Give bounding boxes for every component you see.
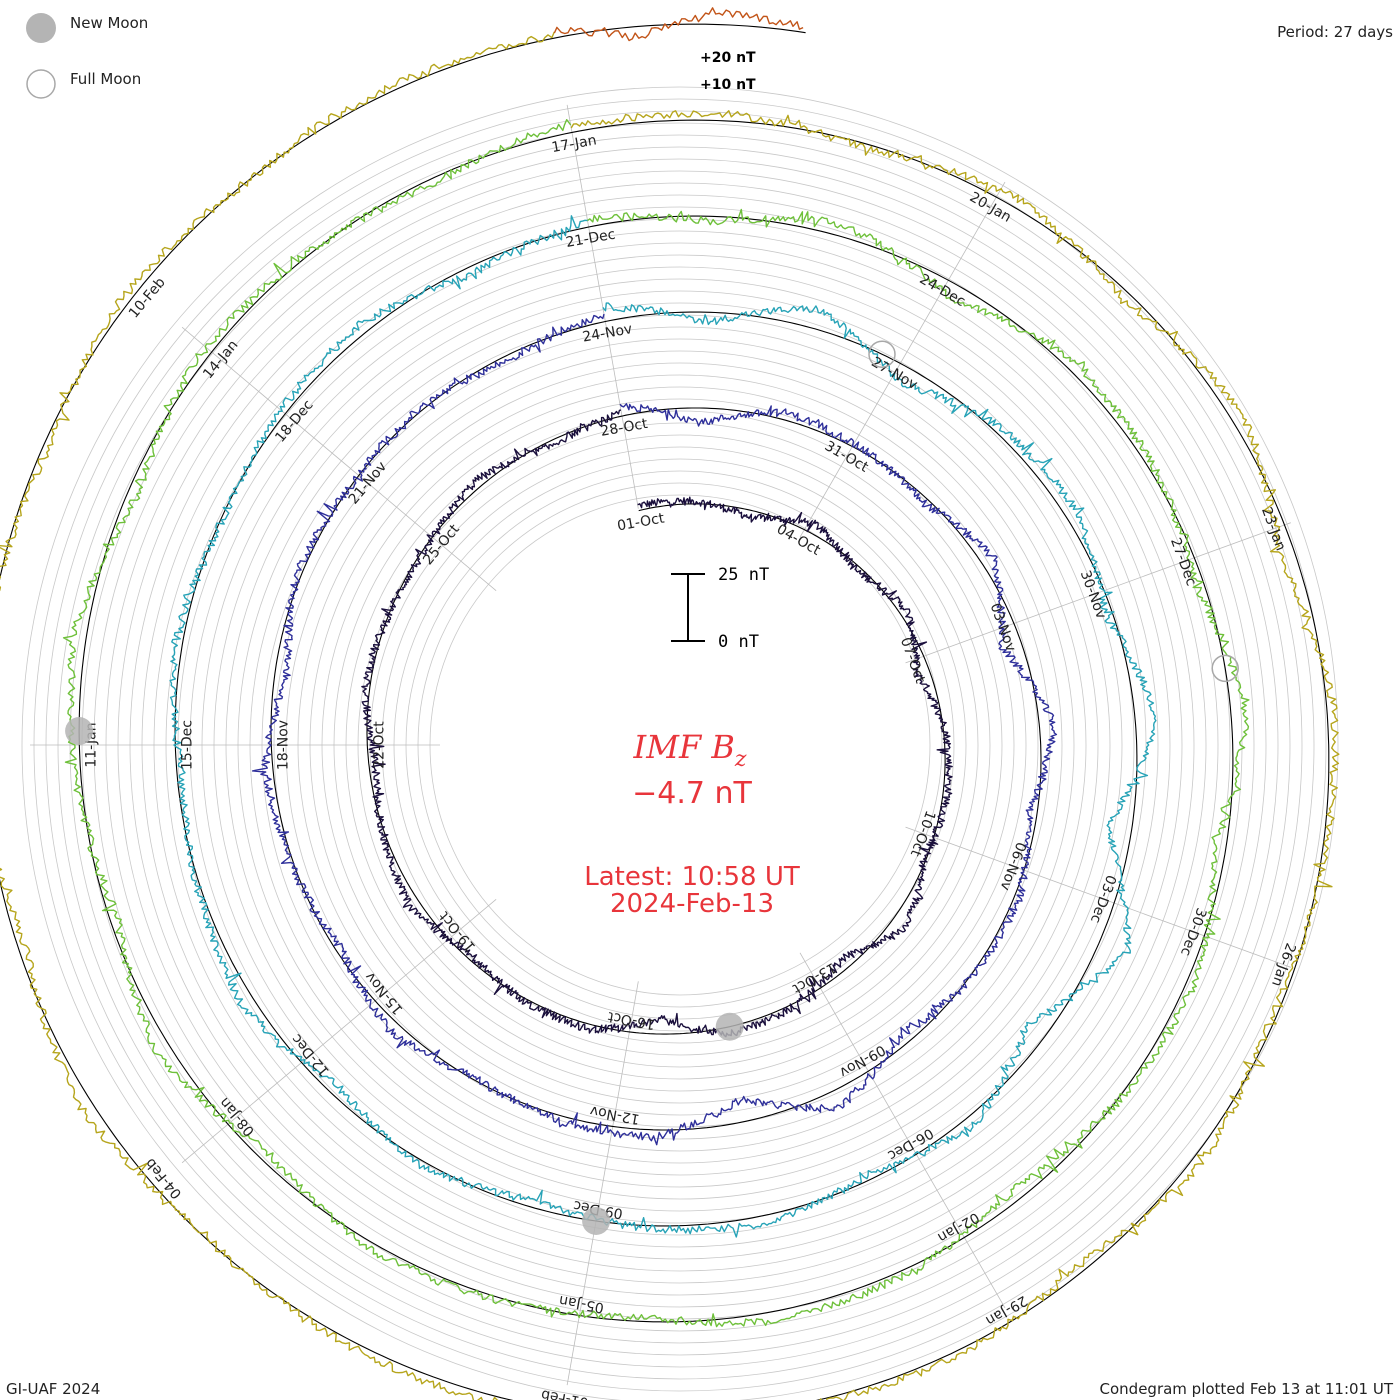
day-spoke [181,898,497,1164]
day-spoke [905,522,1291,664]
date-label: 20-Jan [967,189,1014,225]
trace-rotation-3 [169,215,1157,1238]
trace-rotation-2 [251,313,1058,1146]
date-label: 15-Dec [179,720,195,770]
trace-rotation-5 [0,31,1340,1400]
bz-traces [0,7,1340,1400]
full-moon-marker [868,340,896,368]
date-label: 04-Feb [142,1155,185,1202]
date-label: 27-Dec [1167,536,1199,588]
grid-ring [21,86,1339,1400]
date-label: 23-Jan [1258,505,1289,553]
plotted-label: Condegram plotted Feb 13 at 11:01 UT [1100,1380,1394,1398]
legend: New Moon Full Moon [26,13,148,99]
scale-bar: 25 nT 0 nT [671,565,769,652]
date-label: 17-Jan [550,132,597,156]
moon-markers [65,340,1239,1235]
trace-rotation-6 [553,7,804,42]
day-spoke [566,104,639,509]
date-label: 01-Oct [616,510,666,534]
day-spoke [181,326,497,592]
day-spoke [905,826,1291,968]
latest-date: 2024-Feb-13 [610,889,774,919]
bz-value: −4.7 nT [632,776,752,811]
reference-label-20nt: +20 nT [700,50,756,66]
day-spoke [799,952,1006,1309]
new-moon-legend-icon [26,13,56,43]
trace-rotation-4 [62,118,1250,1328]
date-label: 29-Jan [983,1292,1030,1328]
imf-bz-title-main: IMF B [633,728,735,766]
full-moon-marker [1211,654,1239,683]
date-label: 30-Nov [1077,568,1109,621]
zero-baselines [0,23,1330,1400]
zero-baseline [0,23,1330,1400]
new-moon-marker [65,717,94,745]
new-moon-legend-label: New Moon [70,14,148,32]
date-label: 12-Nov [589,1102,641,1126]
date-label: 07-Feb [0,721,3,769]
new-moon-marker [715,1012,744,1041]
date-label: 30-Dec [1177,906,1209,958]
scale-bar-bottom-label: 0 nT [718,632,759,652]
reference-label-10nt: +10 nT [700,77,756,93]
full-moon-legend-icon [26,69,56,99]
date-label: 10-Oct [907,808,938,859]
date-label: 06-Nov [997,840,1029,893]
day-spoke [566,981,639,1386]
credit-label: GI-UAF 2024 [6,1380,100,1398]
date-label: 16-Oct [606,1008,656,1032]
date-label: 01-Feb [540,1386,590,1400]
trace-rotation-1 [361,409,953,1038]
date-label: 03-Nov [987,601,1019,654]
date-label: 03-Dec [1087,873,1119,925]
period-label: Period: 27 days [1277,23,1393,41]
new-moon-marker [582,1207,611,1235]
latest-time: Latest: 10:58 UT [584,862,800,892]
day-spoke [799,181,1006,538]
scale-bar-top-label: 25 nT [718,565,769,585]
date-label: 18-Nov [275,720,291,770]
date-label: 22-Oct [371,721,387,769]
imf-bz-title-subscript: z [734,747,747,772]
full-moon-legend-label: Full Moon [70,70,141,88]
imf-bz-title: IMF Bz [633,728,747,772]
date-label: 05-Jan [558,1292,605,1316]
